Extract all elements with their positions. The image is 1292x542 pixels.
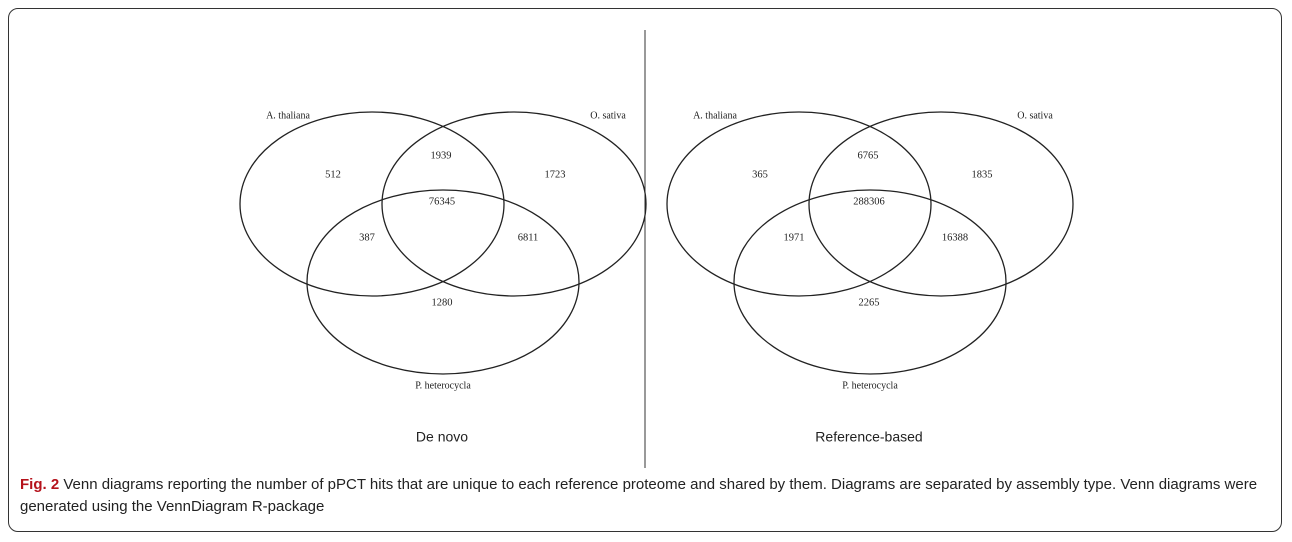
region-count: 365 bbox=[752, 169, 768, 180]
set-label: A. thaliana bbox=[266, 110, 310, 121]
set-label: O. sativa bbox=[590, 110, 626, 121]
set-label: O. sativa bbox=[1017, 110, 1053, 121]
panel-title: De novo bbox=[416, 429, 468, 445]
panel-title: Reference-based bbox=[815, 429, 922, 445]
caption-text: Venn diagrams reporting the number of pP… bbox=[20, 476, 1258, 515]
region-count: 1835 bbox=[972, 169, 993, 180]
venn-set bbox=[733, 189, 1007, 375]
set-label: P. heterocycla bbox=[415, 380, 471, 391]
region-count: 512 bbox=[325, 169, 341, 180]
region-count: 1723 bbox=[545, 169, 566, 180]
region-count: 288306 bbox=[853, 196, 885, 207]
region-count: 387 bbox=[359, 232, 375, 243]
region-count: 1971 bbox=[784, 232, 805, 243]
venn-set bbox=[381, 111, 647, 297]
region-count: 1280 bbox=[432, 297, 453, 308]
caption-label: Fig. 2 bbox=[20, 476, 60, 493]
venn-figure: A. thaliana O. sativa P. heterocycla 512 193… bbox=[239, 30, 1074, 468]
venn-set bbox=[666, 111, 932, 297]
set-label: P. heterocycla bbox=[842, 380, 898, 391]
set-label: A. thaliana bbox=[693, 110, 737, 121]
venn-set bbox=[306, 189, 580, 375]
figure-frame bbox=[8, 8, 1282, 532]
region-count: 16388 bbox=[942, 232, 968, 243]
region-count: 6811 bbox=[518, 232, 539, 243]
venn-set bbox=[239, 111, 505, 297]
region-count: 1939 bbox=[431, 150, 452, 161]
region-count: 2265 bbox=[859, 297, 880, 308]
region-count: 6765 bbox=[858, 150, 879, 161]
caption: Fig. 2 Venn diagrams reporting the numbe… bbox=[20, 474, 1270, 518]
venn-set bbox=[808, 111, 1074, 297]
region-count: 76345 bbox=[429, 196, 455, 207]
